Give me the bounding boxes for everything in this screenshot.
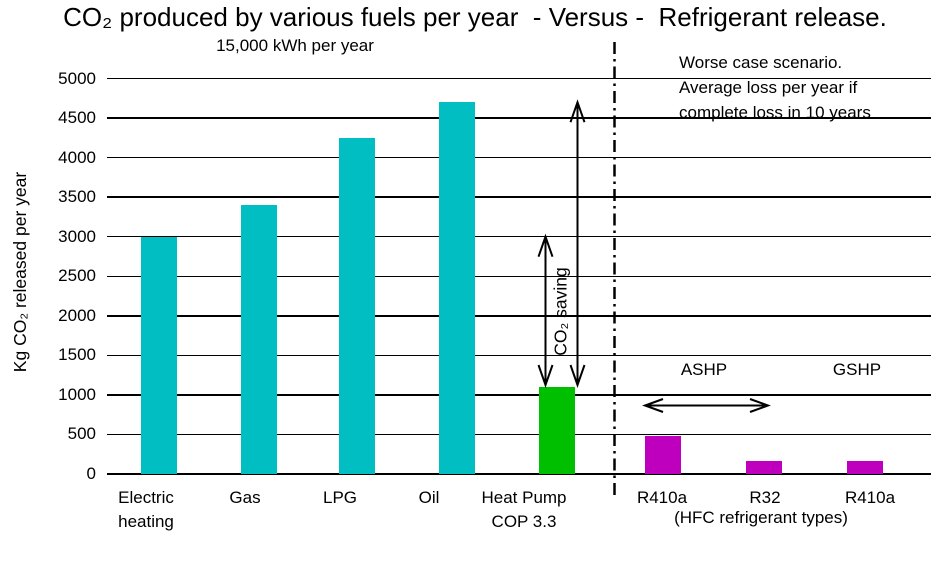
bar-2-lpg bbox=[339, 137, 375, 474]
x-label-1-gas: Gas bbox=[180, 486, 310, 510]
gridline-500 bbox=[107, 433, 931, 436]
ashp-annotation: ASHP bbox=[680, 360, 728, 379]
x-label-line: Heat Pump bbox=[481, 488, 567, 507]
bar-5-r410a bbox=[645, 436, 681, 474]
gridline-4000 bbox=[107, 156, 931, 159]
gridline-2500 bbox=[107, 275, 931, 277]
co2-saving-arrowhead-down-1 bbox=[569, 364, 586, 389]
x-label-line: Gas bbox=[229, 488, 261, 507]
bar-6-r32 bbox=[746, 461, 782, 474]
bar-1-gas bbox=[241, 205, 277, 474]
x-label-6-r32: R32 bbox=[700, 486, 830, 510]
y-tick-4000: 4000 bbox=[58, 147, 96, 167]
x-axis-line bbox=[107, 473, 931, 475]
x-label-2-lpg: LPG bbox=[275, 486, 405, 510]
co2-saving-arrowhead-up-1 bbox=[569, 99, 586, 123]
x-label-line: LPG bbox=[322, 488, 358, 507]
x-label-5-r410a: R410a bbox=[597, 486, 727, 510]
y-tick-1500: 1500 bbox=[58, 345, 96, 365]
y-tick-2500: 2500 bbox=[58, 266, 96, 286]
x-label-line: COP 3.3 bbox=[491, 512, 557, 531]
y-tick-3000: 3000 bbox=[58, 226, 96, 246]
gridline-3000 bbox=[107, 235, 931, 238]
gridline-5000 bbox=[107, 77, 931, 80]
chart-subtitle: 15,000 kWh per year bbox=[216, 36, 374, 55]
x-label-line: R32 bbox=[749, 488, 781, 507]
x-label-line: heating bbox=[118, 512, 174, 531]
chart-title: CO₂ produced by various fuels per year -… bbox=[63, 2, 887, 32]
worse-case-line-2: Average loss per year if bbox=[679, 78, 858, 97]
gridline-4500 bbox=[107, 117, 931, 119]
bar-3-oil bbox=[439, 102, 475, 474]
x-label-line: R410a bbox=[636, 488, 688, 507]
gshp-annotation: GSHP bbox=[832, 360, 882, 379]
y-tick-3500: 3500 bbox=[58, 187, 96, 207]
worse-case-line-3: complete loss in 10 years bbox=[679, 103, 871, 122]
bar-4-heat-pump-cop-3-3 bbox=[539, 386, 575, 474]
y-tick-1000: 1000 bbox=[58, 384, 96, 404]
y-tick-2000: 2000 bbox=[58, 305, 96, 325]
gridline-1000 bbox=[107, 394, 931, 396]
ashp-span-arrowhead-right bbox=[749, 398, 771, 413]
x-label-line: R410a bbox=[844, 488, 896, 507]
y-tick-500: 500 bbox=[67, 424, 96, 444]
x-label-line: Electric bbox=[118, 488, 174, 507]
x-label-7-r410a: R410a bbox=[805, 486, 935, 510]
x-label-line: Oil bbox=[418, 488, 440, 507]
ashp-span-arrowhead-left bbox=[642, 398, 664, 413]
co2-saving-annotation: CO₂ saving bbox=[550, 267, 571, 356]
hfc-refrigerant-note: (HFC refrigerant types) bbox=[674, 508, 848, 527]
x-label-3-oil: Oil bbox=[364, 486, 494, 510]
worse-case-line-1: Worse case scenario. bbox=[679, 53, 843, 72]
gridline-1500 bbox=[107, 354, 931, 357]
y-tick-4500: 4500 bbox=[58, 108, 96, 128]
y-tick-0: 0 bbox=[86, 464, 96, 483]
bar-0-electric-heating bbox=[141, 236, 177, 474]
gridline-2000 bbox=[107, 315, 931, 317]
x-label-0-electric-heating: Electric heating bbox=[81, 486, 211, 534]
worse-case-annotation: Worse case scenario. Average loss per ye… bbox=[679, 50, 871, 125]
gridline-3500 bbox=[107, 196, 931, 198]
y-tick-5000: 5000 bbox=[58, 68, 96, 88]
bar-7-r410a bbox=[847, 460, 883, 474]
x-label-4-heat-pump-cop-3-3: Heat Pump COP 3.3 bbox=[459, 486, 589, 534]
